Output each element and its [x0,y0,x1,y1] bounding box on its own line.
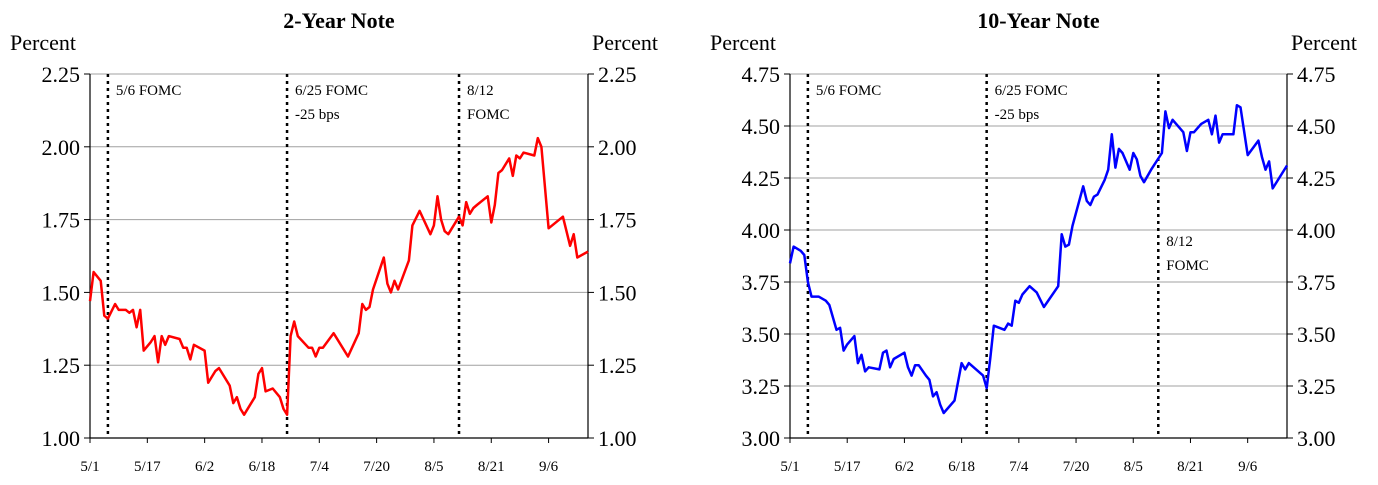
y-tick-label: 1.75 [42,208,81,233]
event-label: -25 bps [295,107,340,123]
y2-tick-label: 1.75 [598,208,637,233]
x-tick-label: 8/5 [1124,459,1143,475]
x-tick-label: 7/4 [1009,459,1029,475]
event-label: 8/12 [467,83,494,99]
y2-tick-label: 1.00 [598,426,637,451]
event-label: 6/25 FOMC [995,83,1068,99]
y2-tick-label: 1.25 [598,353,637,378]
y2-tick-label: 4.00 [1297,218,1336,243]
event-label: 5/6 FOMC [116,83,181,99]
x-tick-label: 6/2 [895,459,914,475]
x-tick-label: 5/1 [80,459,99,475]
x-tick-label: 8/21 [478,459,505,475]
y-tick-label: 1.25 [42,353,81,378]
x-tick-label: 8/5 [424,459,443,475]
y2-tick-label: 3.00 [1297,426,1336,451]
event-label: FOMC [1166,258,1209,274]
y2-tick-label: 2.00 [598,135,637,160]
event-label: 8/12 [1166,234,1193,250]
x-tick-label: 6/2 [195,459,214,475]
y-tick-label: 3.75 [742,270,781,295]
y2-tick-label: 3.25 [1297,374,1336,399]
y-tick-label: 3.25 [742,374,781,399]
y2-tick-label: 4.25 [1297,166,1336,191]
y-tick-label: 3.50 [742,322,781,347]
event-label: FOMC [467,107,510,123]
y-tick-label: 4.75 [742,62,781,87]
y2-tick-label: 4.50 [1297,114,1336,139]
y-tick-label: 3.00 [742,426,781,451]
x-tick-label: 5/17 [134,459,161,475]
x-tick-label: 7/20 [363,459,390,475]
chart-title: 2-Year Note [283,8,395,33]
x-tick-label: 6/18 [948,459,975,475]
y-tick-label: 4.00 [742,218,781,243]
x-tick-label: 7/4 [310,459,330,475]
y-axis-label: Percent [710,30,776,55]
y-tick-label: 1.00 [42,426,81,451]
y-tick-label: 4.25 [742,166,781,191]
y2-tick-label: 1.50 [598,280,637,305]
y2-axis-label: Percent [592,30,658,55]
x-tick-label: 6/18 [249,459,276,475]
chart-title: 10-Year Note [977,8,1100,33]
y2-axis-label: Percent [1291,30,1357,55]
x-tick-label: 9/6 [539,459,559,475]
x-tick-label: 5/1 [780,459,799,475]
y-axis-label: Percent [10,30,76,55]
x-tick-label: 7/20 [1063,459,1090,475]
y2-tick-label: 4.75 [1297,62,1336,87]
x-tick-label: 8/21 [1177,459,1204,475]
data-line [788,103,1289,415]
y2-tick-label: 2.25 [598,62,637,87]
y-tick-label: 4.50 [742,114,781,139]
y2-tick-label: 3.75 [1297,270,1336,295]
x-tick-label: 5/17 [834,459,861,475]
x-tick-label: 9/6 [1238,459,1258,475]
event-label: -25 bps [995,107,1040,123]
y-tick-label: 2.00 [42,135,81,160]
y2-tick-label: 3.50 [1297,322,1336,347]
event-label: 6/25 FOMC [295,83,368,99]
y-tick-label: 1.50 [42,280,81,305]
event-label: 5/6 FOMC [816,83,881,99]
y-tick-label: 2.25 [42,62,81,87]
data-line [88,136,589,416]
